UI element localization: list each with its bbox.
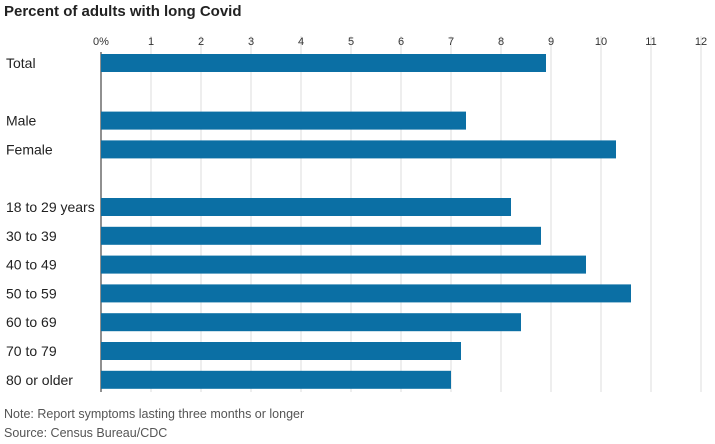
bar-male <box>101 111 466 130</box>
bar-total <box>101 54 546 72</box>
bar-18-to-29-years <box>101 198 511 216</box>
category-label: 70 to 79 <box>6 343 57 359</box>
bar-70-to-79 <box>101 342 461 360</box>
x-tick-label: 9 <box>548 36 554 48</box>
category-label: 50 to 59 <box>6 285 57 301</box>
x-tick-label: 6 <box>398 36 404 48</box>
chart-title: Percent of adults with long Covid <box>4 3 242 20</box>
category-label: 60 to 69 <box>6 314 57 330</box>
x-tick-label: 4 <box>298 36 304 48</box>
bar-female <box>101 140 616 159</box>
x-tick-label: 1 <box>148 36 154 48</box>
x-tick-label: 0% <box>93 36 109 48</box>
bar-30-to-39 <box>101 226 541 245</box>
category-label: Female <box>6 141 53 157</box>
x-tick-label: 8 <box>498 36 504 48</box>
chart-source: Source: Census Bureau/CDC <box>4 426 168 440</box>
category-label: Male <box>6 113 37 129</box>
chart-note: Note: Report symptoms lasting three mont… <box>4 407 305 421</box>
bar-60-to-69 <box>101 313 521 332</box>
category-label: 40 to 49 <box>6 257 57 273</box>
bar-40-to-49 <box>101 255 586 274</box>
x-tick-label: 11 <box>645 36 656 48</box>
bar-50-to-59 <box>101 284 631 303</box>
category-label: 80 or older <box>6 372 73 388</box>
x-tick-label: 12 <box>695 36 707 48</box>
bar-80-or-older <box>101 370 451 389</box>
x-tick-label: 5 <box>348 36 354 48</box>
category-label: 18 to 29 years <box>6 199 95 215</box>
category-label: Total <box>6 55 36 71</box>
x-tick-label: 3 <box>248 36 254 48</box>
x-tick-label: 7 <box>448 36 454 48</box>
x-tick-label: 2 <box>198 36 204 48</box>
category-label: 30 to 39 <box>6 228 57 244</box>
x-tick-label: 10 <box>595 36 607 48</box>
